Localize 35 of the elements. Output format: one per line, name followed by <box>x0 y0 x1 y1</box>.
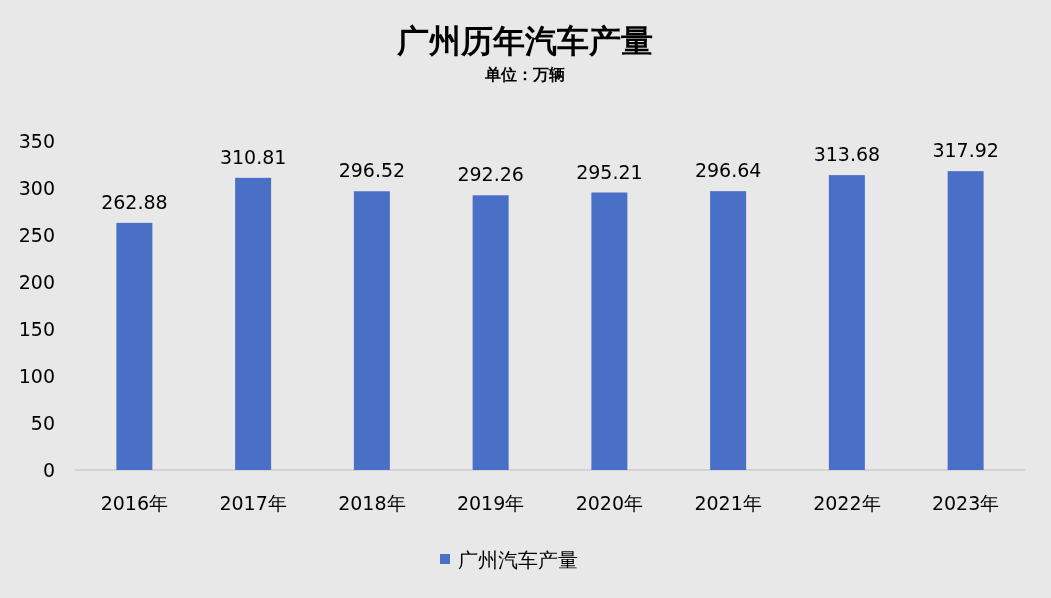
bar <box>235 177 272 470</box>
data-label: 292.26 <box>457 163 524 186</box>
y-tick-label: 50 <box>30 412 55 434</box>
x-tick-label: 2023年 <box>931 492 1000 514</box>
chart-title: 广州历年汽车产量 <box>396 22 653 60</box>
x-tick-label: 2021年 <box>694 492 762 514</box>
data-label: 262.88 <box>101 190 168 213</box>
x-tick-label: 2016年 <box>100 492 169 514</box>
bar <box>116 222 153 470</box>
data-label: 296.52 <box>338 159 406 182</box>
x-tick-label: 2018年 <box>338 492 406 514</box>
y-tick-label: 0 <box>42 459 55 481</box>
chart-subtitle: 单位：万辆 <box>484 65 565 84</box>
bar <box>591 192 628 470</box>
x-tick-label: 2022年 <box>813 492 881 514</box>
y-tick-label: 300 <box>18 177 55 199</box>
bar <box>472 195 509 470</box>
x-tick-label: 2017年 <box>219 492 287 514</box>
data-label: 310.81 <box>219 145 287 168</box>
y-tick-label: 250 <box>18 224 55 246</box>
bar <box>710 191 747 470</box>
data-label: 296.64 <box>694 159 762 182</box>
data-label: 317.92 <box>932 139 999 162</box>
bar <box>828 175 865 470</box>
x-tick-label: 2020年 <box>575 492 644 514</box>
legend-label: 广州汽车产量 <box>458 548 578 572</box>
data-label: 313.68 <box>813 143 881 166</box>
y-tick-label: 100 <box>18 365 55 387</box>
y-tick-label: 150 <box>18 318 55 340</box>
bar <box>947 171 984 470</box>
x-tick-label: 2019年 <box>456 492 525 514</box>
y-tick-label: 350 <box>18 130 55 152</box>
data-label: 295.21 <box>576 160 643 183</box>
y-tick-label: 200 <box>18 271 55 293</box>
bar <box>353 191 390 470</box>
